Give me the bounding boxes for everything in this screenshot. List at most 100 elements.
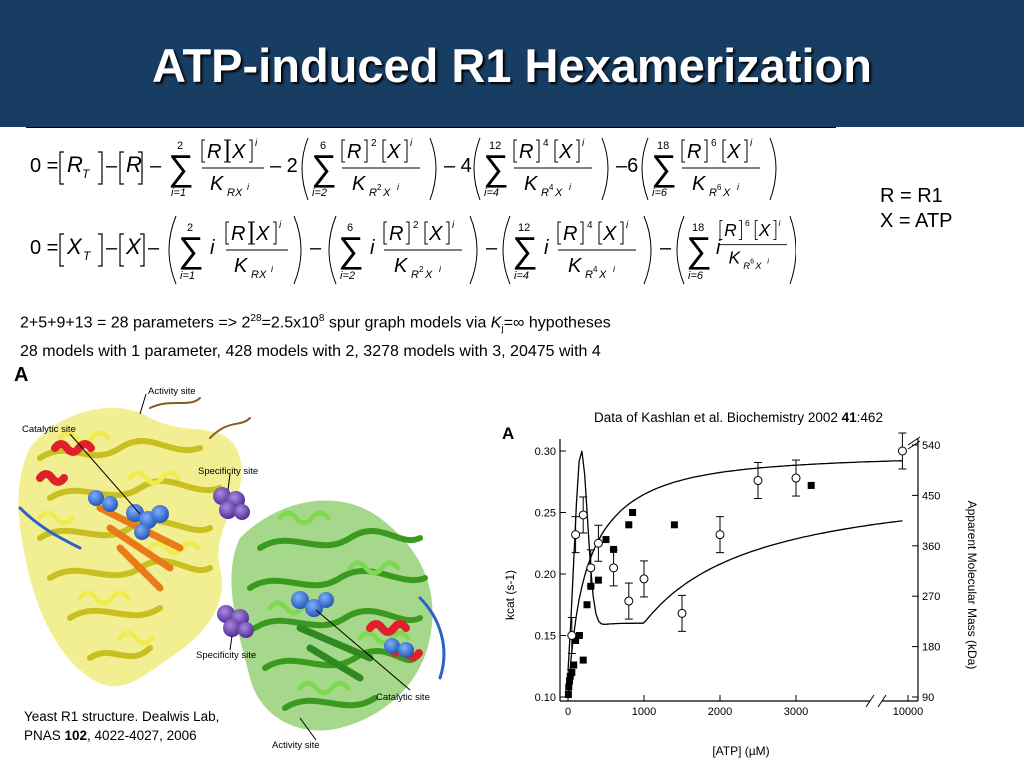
svg-text:X: X <box>386 141 401 163</box>
filled-square-point <box>564 691 572 699</box>
svg-text:X: X <box>382 187 391 199</box>
svg-text:X: X <box>754 261 762 272</box>
open-circle-point <box>639 574 649 584</box>
svg-text:∑: ∑ <box>168 147 194 188</box>
svg-text:R: R <box>347 141 361 163</box>
filled-square-point <box>602 536 610 544</box>
svg-text:i=1: i=1 <box>171 187 186 199</box>
svg-text:i: i <box>271 264 274 274</box>
y-left-axis-label: kcat (s-1) <box>503 570 517 620</box>
data-citation: Data of Kashlan et al. Biochemistry 2002… <box>594 410 883 425</box>
svg-text:i=2: i=2 <box>340 270 355 282</box>
svg-text:R: R <box>687 141 701 163</box>
svg-text:K: K <box>210 173 225 195</box>
filled-square-point <box>572 636 580 644</box>
svg-text:i: i <box>410 138 413 149</box>
svg-text:R: R <box>563 223 577 245</box>
filled-square-point <box>625 521 633 529</box>
axis-break <box>865 694 875 708</box>
svg-text:i: i <box>544 237 549 259</box>
svg-text:X: X <box>231 141 246 163</box>
filled-square-point <box>565 683 573 691</box>
filled-square-point <box>594 576 602 584</box>
y-left-tick-label: 0.30 <box>535 446 556 458</box>
label-specificity-site-top: Specificity site <box>198 466 258 477</box>
svg-text:K: K <box>729 248 742 268</box>
svg-text:i: i <box>255 138 258 149</box>
filled-square-point <box>568 668 576 676</box>
svg-text:i: i <box>247 182 250 192</box>
svg-text:X: X <box>424 269 433 281</box>
svg-text:4: 4 <box>587 220 593 231</box>
legend-x: X = ATP <box>880 210 953 232</box>
svg-text:X: X <box>758 220 771 240</box>
svg-text:i=6: i=6 <box>688 270 704 282</box>
x-tick-label: 10000 <box>893 706 924 718</box>
svg-text:–: – <box>486 237 498 259</box>
filled-square-point <box>670 521 678 529</box>
svg-text:X: X <box>255 223 270 245</box>
svg-text:– 4: – 4 <box>444 155 472 177</box>
svg-text:R: R <box>369 187 377 199</box>
chart-panel-label: A <box>502 425 514 443</box>
svg-text:6: 6 <box>745 218 750 228</box>
svg-text:R: R <box>585 269 593 281</box>
fit-curve-mass <box>567 450 903 672</box>
svg-text:T: T <box>82 167 91 181</box>
label-activity-site-top: Activity site <box>148 386 196 397</box>
svg-text:6: 6 <box>347 222 353 234</box>
axis-break <box>907 436 921 446</box>
y-right-tick-label: 90 <box>922 692 934 704</box>
summary-line-2: 28 models with 1 parameter, 428 models w… <box>20 342 601 360</box>
fit-curves <box>567 450 903 698</box>
svg-text:R: R <box>231 223 245 245</box>
open-circle-point <box>677 608 687 618</box>
catalytic-site-blobs <box>88 490 414 658</box>
svg-text:R: R <box>389 223 403 245</box>
svg-text:RX: RX <box>251 269 267 281</box>
svg-text:R: R <box>743 261 750 272</box>
callout-lines <box>69 393 411 741</box>
chart-axes: 0.10 0.15 0.20 0.25 0.30 90 180 270 360 450 540 0 10… <box>535 436 940 718</box>
svg-text:i: i <box>767 257 769 266</box>
filled-square-point <box>629 509 637 516</box>
y-left-tick-label: 0.10 <box>535 692 556 704</box>
svg-text:∑: ∑ <box>512 229 538 270</box>
open-circle-point <box>897 446 907 456</box>
svg-text:i: i <box>452 220 455 231</box>
svg-text:K: K <box>234 255 249 277</box>
filled-square-point <box>566 672 574 680</box>
svg-text:X: X <box>602 223 617 245</box>
svg-text:6: 6 <box>320 140 326 152</box>
kcat-vs-atp-chart: A 0.100.150.200.250.30901802703604505400… <box>502 425 979 758</box>
filled-square-point <box>575 632 583 639</box>
open-circle-point <box>791 473 801 483</box>
x-tick-label: 0 <box>565 706 571 718</box>
svg-text:2: 2 <box>371 138 377 149</box>
svg-text:i: i <box>716 237 721 259</box>
equation-1: 0 = R T – R – ∑ 2 i=1 R X i K RX i – 2 ∑… <box>30 137 777 201</box>
summary-line-1: 2+5+9+13 = 28 parameters => 228=2.5x108 … <box>20 313 611 335</box>
svg-text:i=4: i=4 <box>484 187 499 199</box>
svg-text:–: – <box>310 237 322 259</box>
r1-structure-image: Activity site Catalytic site Specificity… <box>18 386 446 751</box>
svg-text:∑: ∑ <box>178 229 204 270</box>
svg-text:i=2: i=2 <box>312 187 327 199</box>
x-tick-label: 1000 <box>632 706 656 718</box>
svg-text:K: K <box>352 173 367 195</box>
svg-text:6: 6 <box>711 138 717 149</box>
svg-text:2: 2 <box>419 265 424 274</box>
svg-text:4: 4 <box>549 183 554 192</box>
y-left-tick-label: 0.20 <box>535 569 556 581</box>
left-panel-label: A <box>14 364 29 386</box>
filled-square-point <box>583 601 591 609</box>
title-bar: ATP-induced R1 Hexamerization <box>0 0 1024 127</box>
open-circle-point <box>753 476 763 486</box>
svg-text:R: R <box>411 269 419 281</box>
svg-text:X: X <box>722 187 731 199</box>
svg-text:12: 12 <box>518 222 530 234</box>
open-circle-point <box>586 563 596 573</box>
label-activity-site-bottom: Activity site <box>272 740 320 751</box>
specificity-site-blobs <box>213 487 254 638</box>
svg-text:i: i <box>370 237 375 259</box>
